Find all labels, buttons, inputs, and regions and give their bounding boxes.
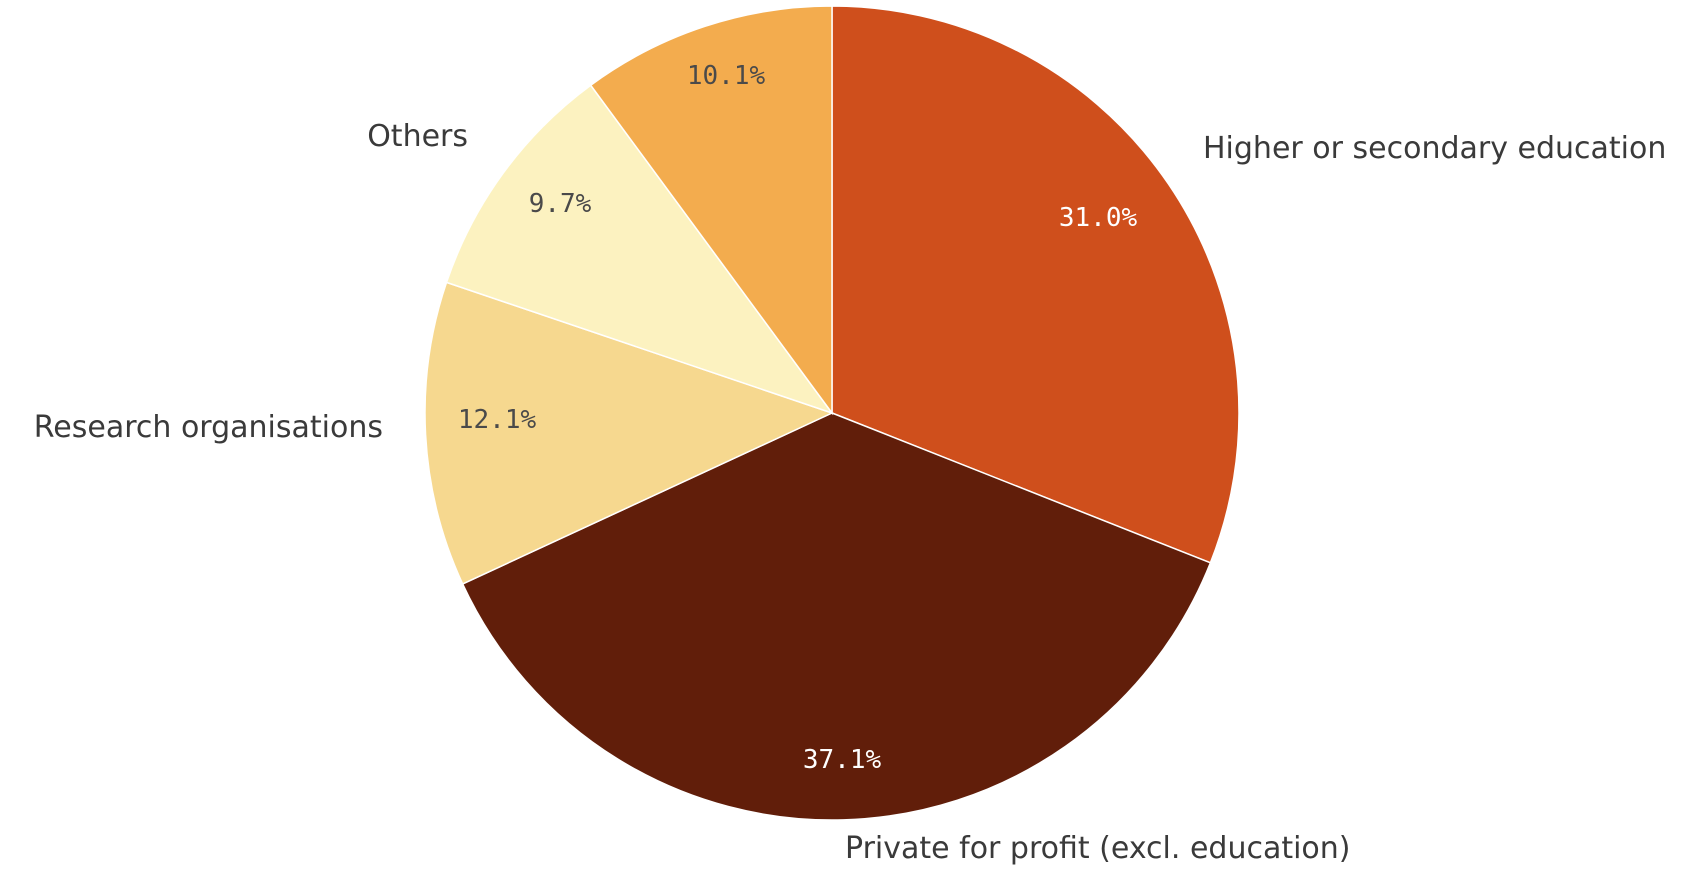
slice-category-label-private-for-profit-excl-education: Private for profit (excl. education): [845, 831, 1351, 866]
slice-value-label-private-for-profit-excl-education: 37.1%: [803, 745, 882, 775]
slice-value-label-others: 9.7%: [529, 189, 592, 219]
slice-value-label-research-organisations: 12.1%: [458, 405, 537, 435]
pie-slice-others: [445, 84, 835, 415]
slice-category-labels: Higher or secondary education Private for…: [34, 119, 1667, 866]
slice-value-labels: 31.0% 37.1% 12.1% 9.7% 10.1%: [458, 61, 1138, 775]
pie-slice-unlabeled: [589, 5, 833, 416]
slice-category-label-higher-or-secondary-education: Higher or secondary education: [1203, 131, 1666, 166]
slice-category-label-research-organisations: Research organisations: [34, 410, 383, 445]
slice-category-label-others: Others: [367, 119, 468, 154]
slice-value-label-higher-or-secondary-education: 31.0%: [1059, 203, 1138, 233]
pie-slice-research-organisations: [424, 281, 835, 585]
pie-slices: [424, 5, 1240, 821]
pie-slice-higher-or-secondary-education: [831, 5, 1240, 564]
slice-value-label-unlabeled: 10.1%: [687, 61, 766, 91]
pie-slice-private-for-profit-excl-education: [461, 412, 1212, 821]
